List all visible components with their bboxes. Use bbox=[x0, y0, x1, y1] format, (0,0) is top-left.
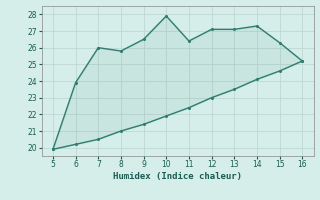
X-axis label: Humidex (Indice chaleur): Humidex (Indice chaleur) bbox=[113, 172, 242, 181]
